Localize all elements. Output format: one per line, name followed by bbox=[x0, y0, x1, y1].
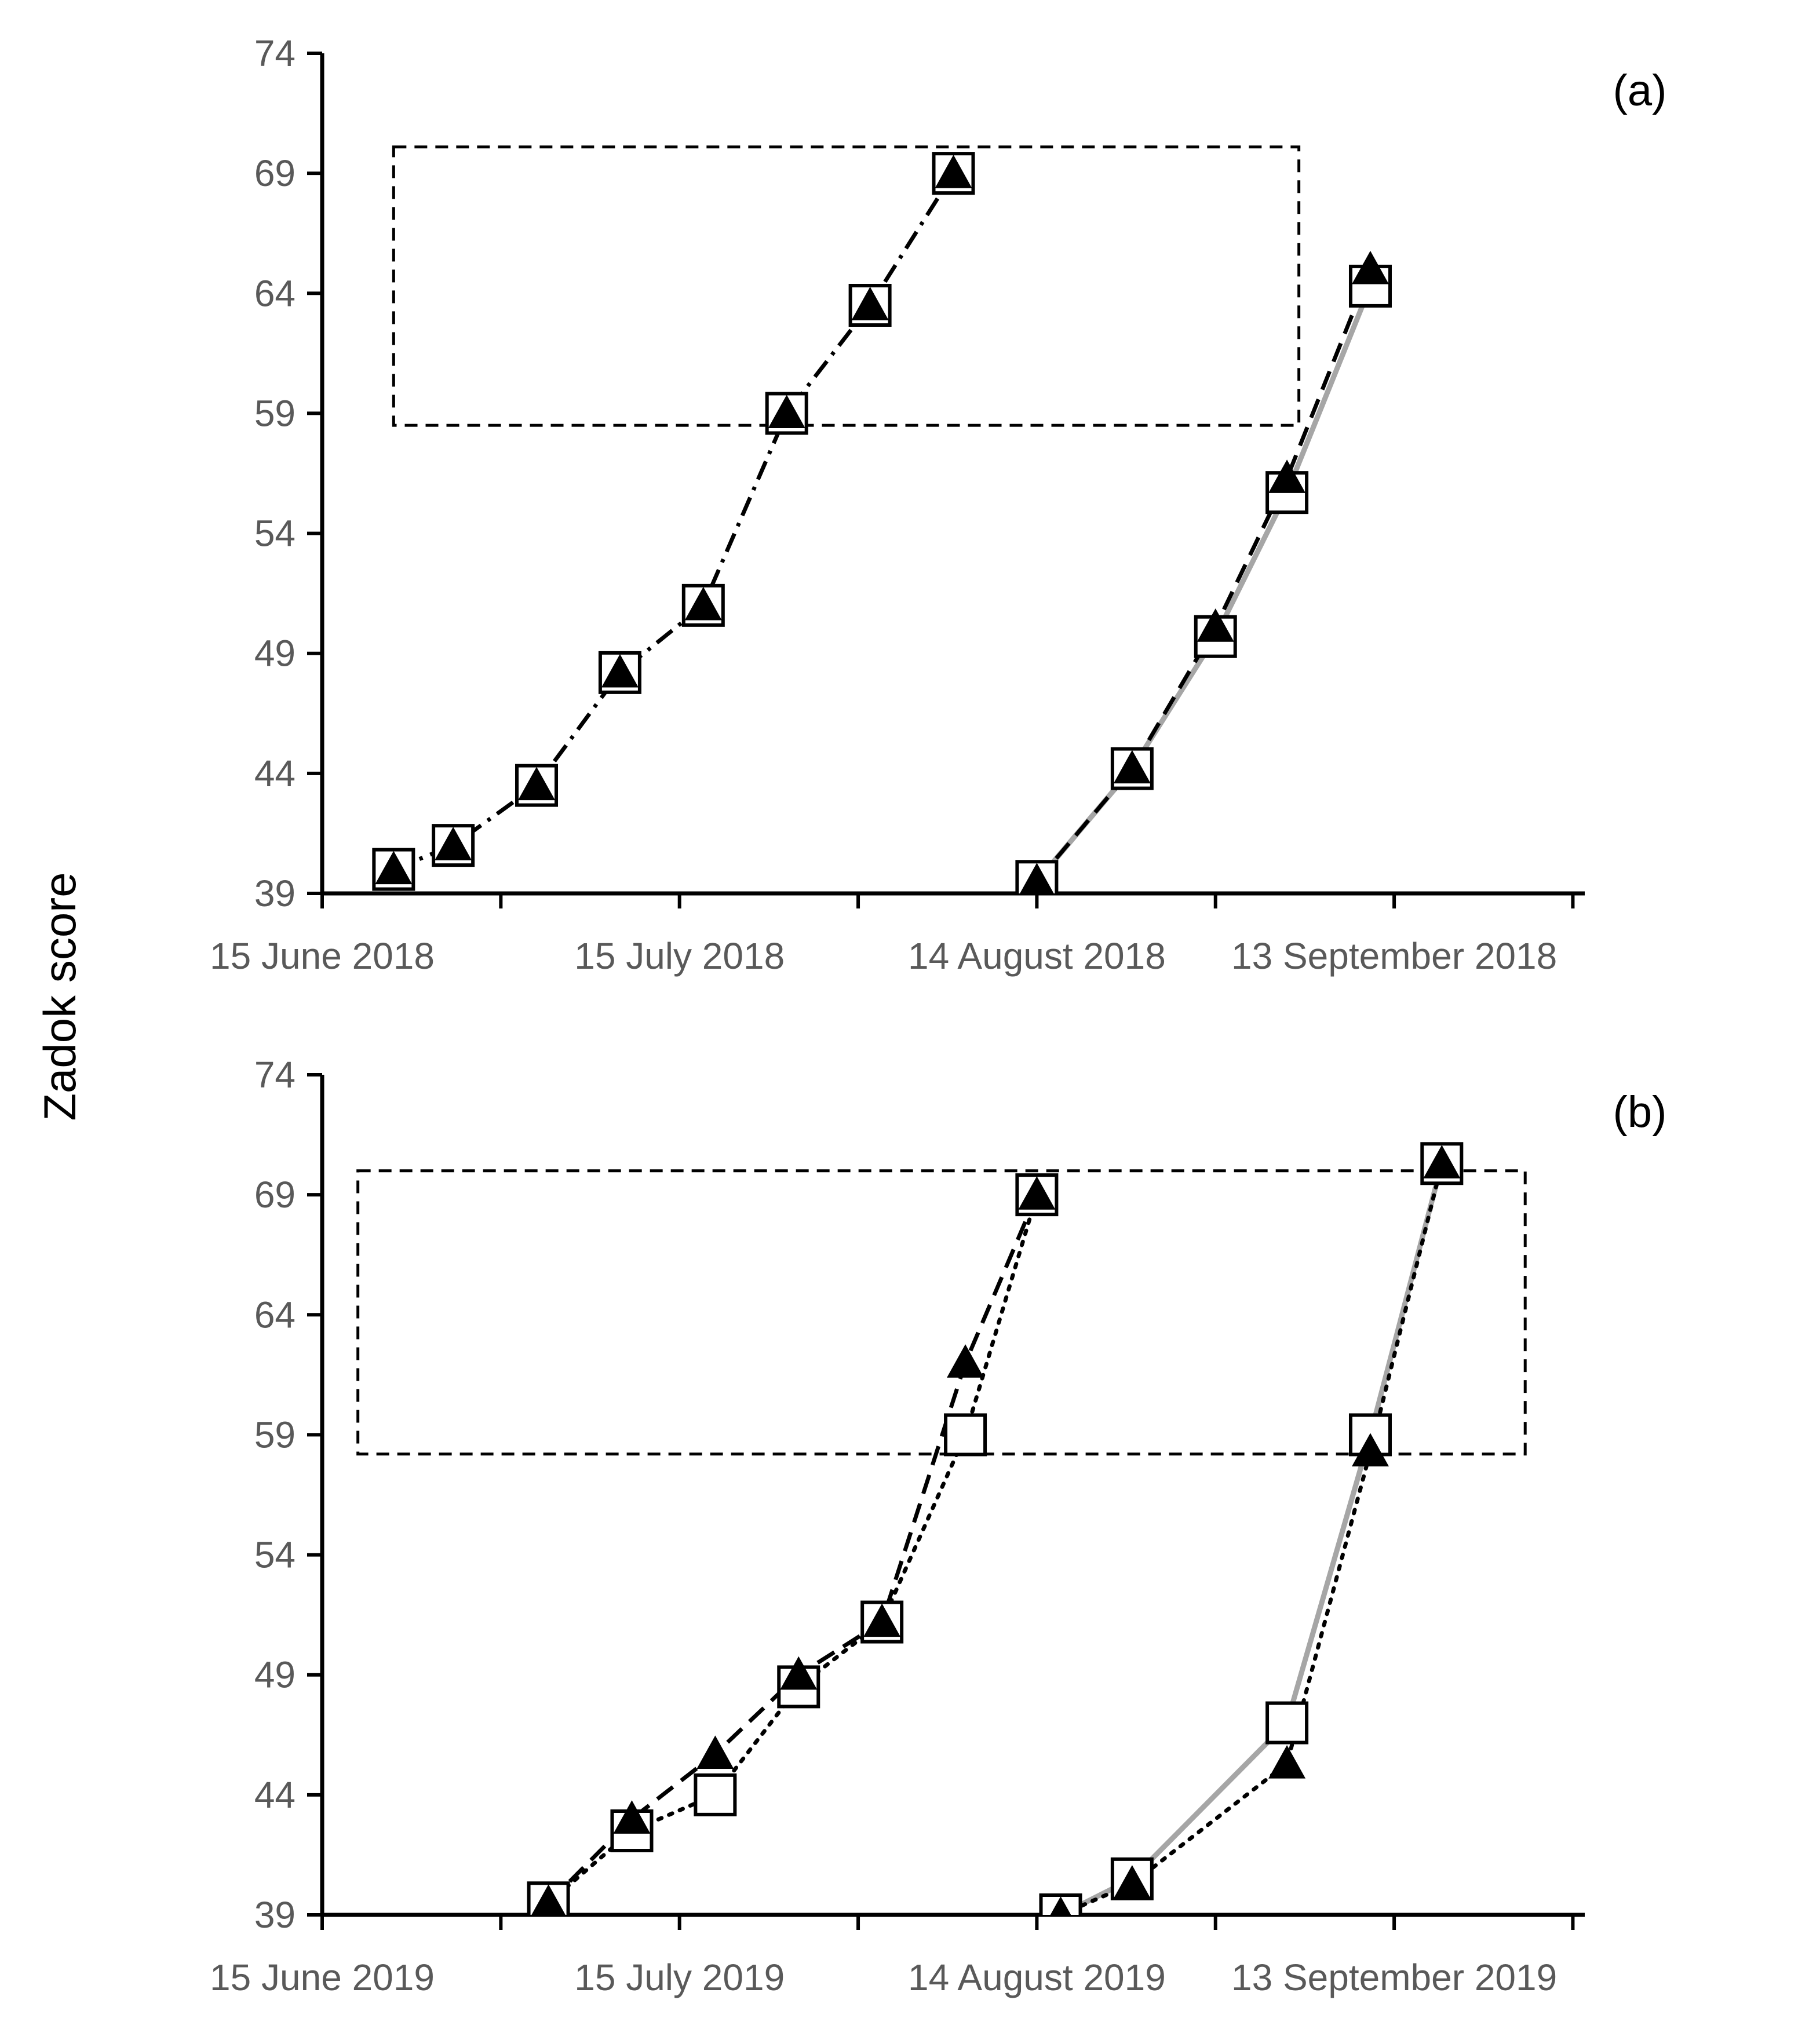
square-marker bbox=[1265, 1701, 1309, 1745]
x-tick-label: 14 August 2018 bbox=[908, 935, 1166, 977]
triangle-marker bbox=[947, 1344, 984, 1378]
triangle-marker bbox=[768, 395, 805, 429]
triangle-marker bbox=[1113, 1865, 1151, 1899]
x-tick-label: 15 June 2019 bbox=[210, 1957, 435, 1998]
panel-b: 39 44 49 54 59 64 69 74 15 June 2019 15 July 2019… bbox=[210, 1054, 1666, 1998]
panel-a: 39 44 49 54 59 64 69 74 15 June 2018 15 July 2018… bbox=[210, 32, 1666, 977]
triangle-marker bbox=[531, 1884, 566, 1915]
y-tick-label: 69 bbox=[254, 1174, 296, 1216]
triangle-marker bbox=[1197, 608, 1234, 642]
triangle-marker bbox=[518, 767, 556, 801]
triangle-marker bbox=[1351, 250, 1389, 284]
triangle-marker bbox=[696, 1735, 734, 1769]
triangle-marker bbox=[1268, 459, 1306, 493]
triangle-marker bbox=[613, 1800, 651, 1834]
series-markers bbox=[372, 152, 1392, 893]
y-tick-label: 64 bbox=[254, 272, 296, 314]
x-tick-label: 13 September 2018 bbox=[1231, 935, 1557, 977]
triangle-marker bbox=[851, 287, 889, 320]
triangle-marker bbox=[1018, 1176, 1056, 1210]
y-tick-label: 59 bbox=[254, 392, 296, 434]
y-tick-label: 74 bbox=[254, 1054, 296, 1096]
y-tick-label: 54 bbox=[254, 513, 296, 554]
triangle-marker bbox=[1268, 1745, 1306, 1779]
panel-label: (b) bbox=[1613, 1088, 1667, 1137]
y-tick-label: 59 bbox=[254, 1414, 296, 1455]
y-tick-label: 49 bbox=[254, 633, 296, 674]
y-tick-label: 39 bbox=[254, 1894, 296, 1936]
triangle-marker bbox=[780, 1656, 818, 1690]
highlight-box bbox=[356, 1169, 1527, 1456]
series-line-3 bbox=[1059, 1161, 1444, 1915]
square-marker bbox=[944, 1413, 987, 1457]
x-tick-label: 15 June 2018 bbox=[210, 935, 435, 977]
triangle-marker bbox=[601, 654, 639, 688]
y-tick-label: 74 bbox=[254, 32, 296, 74]
triangle-marker bbox=[1423, 1145, 1461, 1178]
y-tick-label: 49 bbox=[254, 1654, 296, 1696]
y-tick-label: 69 bbox=[254, 152, 296, 194]
triangle-marker bbox=[684, 586, 722, 621]
triangle-marker bbox=[863, 1603, 901, 1637]
x-tick-label: 14 August 2019 bbox=[908, 1957, 1166, 1998]
series-markers bbox=[527, 1142, 1464, 1915]
y-axis-title: Zadok score bbox=[34, 872, 85, 1121]
y-tick-label: 44 bbox=[254, 753, 296, 794]
y-tick-label: 44 bbox=[254, 1774, 296, 1816]
triangle-marker bbox=[1020, 863, 1054, 893]
y-tick-label: 64 bbox=[254, 1294, 296, 1335]
triangle-marker bbox=[1050, 1896, 1071, 1915]
panel-label: (a) bbox=[1613, 66, 1667, 115]
triangle-marker bbox=[1351, 1433, 1389, 1467]
y-tick-label: 39 bbox=[254, 873, 296, 914]
triangle-marker bbox=[935, 155, 972, 188]
x-tick-label: 13 September 2019 bbox=[1231, 1957, 1557, 1998]
triangle-marker bbox=[435, 827, 472, 860]
y-tick-label: 54 bbox=[254, 1534, 296, 1576]
triangle-marker bbox=[1113, 750, 1151, 784]
x-tick-label: 15 July 2018 bbox=[574, 935, 785, 977]
triangle-marker bbox=[375, 851, 413, 885]
square-marker bbox=[694, 1773, 737, 1816]
x-tick-label: 15 July 2019 bbox=[574, 1957, 785, 1998]
highlight-box bbox=[392, 145, 1301, 427]
